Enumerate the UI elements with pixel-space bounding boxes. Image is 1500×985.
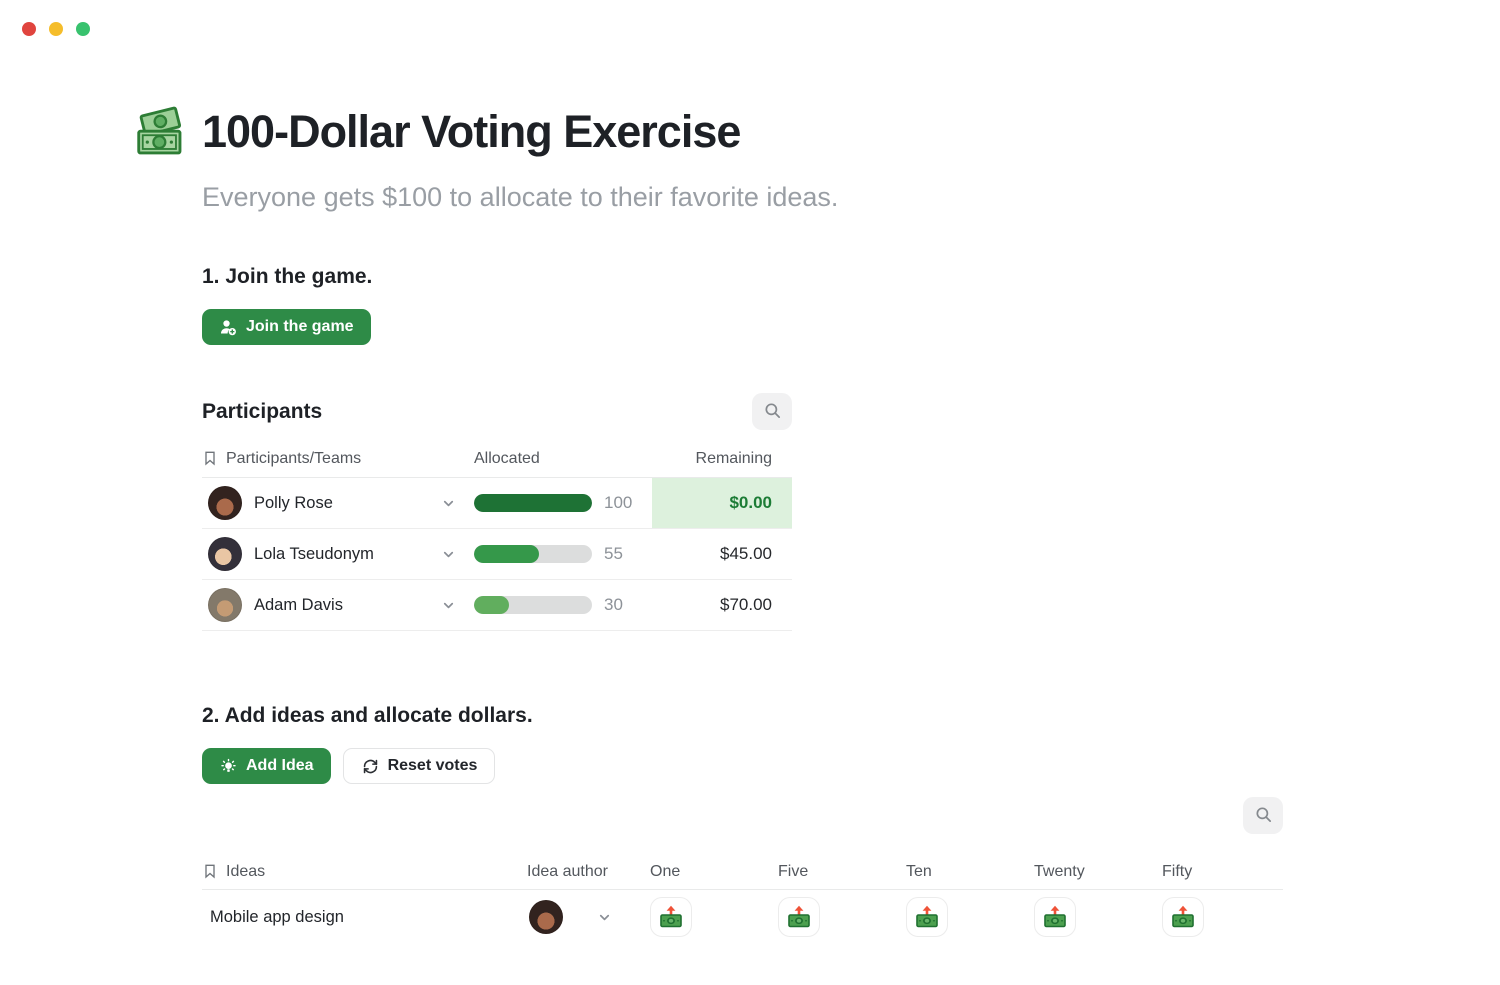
add-idea-label: Add Idea — [246, 757, 314, 774]
bookmark-icon — [202, 450, 218, 468]
idea-name: Mobile app design — [210, 907, 344, 926]
chevron-down-icon[interactable] — [441, 496, 456, 511]
join-the-game-button[interactable]: Join the game — [202, 309, 371, 345]
participant-name: Lola Tseudonym — [254, 544, 374, 563]
search-icon — [1254, 805, 1273, 827]
window-controls — [22, 22, 90, 36]
vote-cell-ten — [896, 897, 1024, 937]
column-header-twenty: Twenty — [1034, 862, 1085, 880]
chevron-down-icon[interactable] — [597, 910, 612, 925]
lightbulb-icon — [219, 757, 238, 776]
column-header-five: Five — [778, 862, 809, 880]
participant-row: Polly Rose 100 $0.00 — [202, 478, 792, 529]
dollar-banknotes-icon — [133, 106, 188, 158]
chevron-down-icon[interactable] — [441, 547, 456, 562]
idea-author-avatar — [529, 900, 563, 934]
participant-row: Adam Davis 30 $70.00 — [202, 580, 792, 631]
vote-cell-one — [640, 897, 768, 937]
vote-button-ten[interactable] — [906, 897, 948, 937]
column-header-allocated: Allocated — [474, 449, 540, 467]
column-header-ten: Ten — [906, 862, 932, 880]
vote-button-fifty[interactable] — [1162, 897, 1204, 937]
vote-cell-twenty — [1024, 897, 1152, 937]
close-window-button[interactable] — [22, 22, 36, 36]
allocation-bar — [474, 545, 592, 563]
participant-avatar — [208, 486, 242, 520]
remaining-value: $70.00 — [720, 595, 772, 614]
allocated-value: 100 — [604, 493, 633, 512]
participants-search-button[interactable] — [752, 393, 792, 430]
remaining-value: $0.00 — [652, 478, 792, 528]
vote-button-twenty[interactable] — [1034, 897, 1076, 937]
participant-avatar — [208, 588, 242, 622]
column-header-ideas: Ideas — [226, 862, 266, 880]
participant-name: Polly Rose — [254, 493, 333, 512]
vote-cell-fifty — [1152, 897, 1283, 937]
participant-row: Lola Tseudonym 55 $45.00 — [202, 529, 792, 580]
page-title: 100-Dollar Voting Exercise — [202, 106, 741, 158]
participants-table-header: Participants/Teams Allocated Remaining — [202, 440, 792, 478]
document-body: 100-Dollar Voting Exercise Everyone gets… — [133, 106, 1283, 944]
search-icon — [763, 401, 782, 423]
participant-name: Adam Davis — [254, 595, 343, 614]
bookmark-icon — [202, 863, 218, 881]
column-header-remaining: Remaining — [695, 449, 772, 467]
person-add-icon — [219, 318, 238, 337]
reset-votes-label: Reset votes — [387, 757, 478, 774]
refresh-icon — [361, 757, 380, 776]
join-section-heading: 1. Join the game. — [202, 265, 373, 288]
vote-cell-five — [768, 897, 896, 937]
remaining-value: $45.00 — [720, 544, 772, 563]
ideas-table: Ideas Idea author One Five Ten Twenty Fi… — [202, 854, 1283, 944]
join-button-label: Join the game — [246, 318, 354, 335]
minimize-window-button[interactable] — [49, 22, 63, 36]
allocation-bar — [474, 596, 592, 614]
vote-button-one[interactable] — [650, 897, 692, 937]
add-idea-button[interactable]: Add Idea — [202, 748, 331, 784]
participants-heading: Participants — [202, 399, 323, 423]
participant-avatar — [208, 537, 242, 571]
column-header-one: One — [650, 862, 681, 880]
idea-row: Mobile app design — [202, 890, 1283, 944]
ideas-search-button[interactable] — [1243, 797, 1283, 834]
money-up-icon — [915, 905, 939, 929]
money-up-icon — [659, 905, 683, 929]
column-header-idea-author: Idea author — [527, 862, 608, 880]
ideas-table-header: Ideas Idea author One Five Ten Twenty Fi… — [202, 854, 1283, 890]
zoom-window-button[interactable] — [76, 22, 90, 36]
column-header-fifty: Fifty — [1162, 862, 1193, 880]
ideas-section-heading: 2. Add ideas and allocate dollars. — [202, 704, 533, 727]
vote-button-five[interactable] — [778, 897, 820, 937]
money-up-icon — [1171, 905, 1195, 929]
page-subtitle: Everyone gets $100 to allocate to their … — [202, 182, 839, 212]
allocated-value: 30 — [604, 595, 623, 614]
participants-table: Participants/Teams Allocated Remaining P… — [202, 440, 792, 631]
column-header-participants: Participants/Teams — [226, 449, 362, 467]
chevron-down-icon[interactable] — [441, 598, 456, 613]
allocation-bar — [474, 494, 592, 512]
reset-votes-button[interactable]: Reset votes — [342, 748, 496, 784]
money-up-icon — [787, 905, 811, 929]
money-up-icon — [1043, 905, 1067, 929]
allocated-value: 55 — [604, 544, 623, 563]
